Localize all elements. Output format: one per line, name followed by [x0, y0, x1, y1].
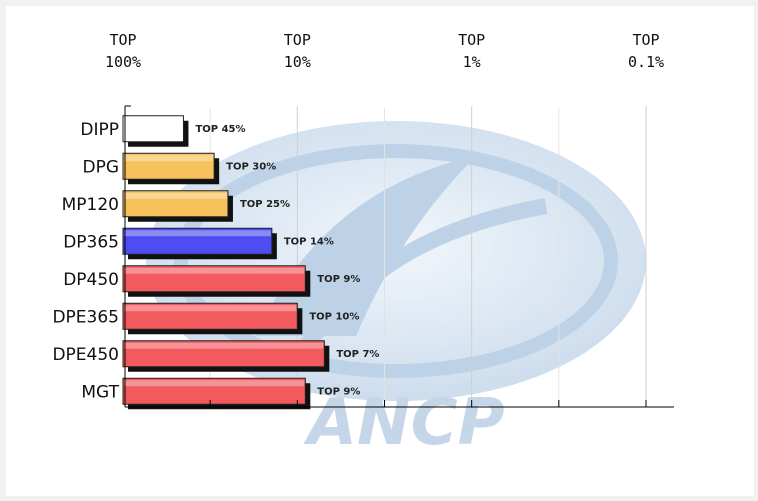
category-label: DPG [82, 157, 119, 177]
bar [122, 190, 229, 218]
data-label: TOP 9% [317, 386, 360, 397]
bar-highlight [124, 192, 227, 199]
bar-highlight [124, 305, 297, 312]
category-label: DPE450 [52, 345, 119, 365]
x-tick-label-top: TOP [632, 31, 659, 49]
bar-row: DPE450 TOP 7% [52, 340, 379, 372]
category-label: MGT [81, 382, 119, 402]
bar-highlight [124, 155, 214, 162]
data-label: TOP 30% [226, 161, 276, 172]
bar-highlight [124, 117, 183, 124]
bar-highlight [124, 267, 305, 274]
x-tick-label-value: 10% [284, 53, 311, 71]
data-label: TOP 7% [336, 349, 379, 360]
data-label: TOP 10% [309, 311, 359, 322]
bar [122, 227, 273, 255]
category-label: DIPP [80, 120, 119, 140]
bar-row: DPE365 TOP 10% [52, 302, 359, 335]
category-label: MP120 [62, 195, 119, 215]
chart-frame: ANCP TOP 100% TOP 10% TOP 1% TOP 0.1% DIPP TOP 4… [6, 6, 754, 496]
bar-row: DP365 TOP 14% [63, 227, 334, 260]
x-tick-label-value: 100% [105, 53, 141, 71]
bar-highlight [124, 342, 324, 349]
x-tick-label-value: 1% [463, 53, 481, 71]
watermark-text: ANCP [303, 386, 505, 460]
bar-row: DPG TOP 30% [82, 152, 276, 185]
category-label: DP365 [63, 232, 119, 252]
bar [122, 302, 298, 330]
category-label: DP450 [63, 270, 119, 290]
bar [122, 340, 325, 368]
bar [122, 265, 306, 293]
bar-highlight [124, 230, 271, 237]
bar-row: MP120 TOP 25% [62, 190, 290, 222]
x-tick-label-top: TOP [284, 31, 311, 49]
x-tick-label-value: 0.1% [628, 53, 664, 71]
bar-row: DP450 TOP 9% [63, 265, 360, 297]
bar-chart: ANCP TOP 100% TOP 10% TOP 1% TOP 0.1% DIPP TOP 4… [52, 31, 674, 460]
data-label: TOP 25% [240, 199, 290, 210]
data-label: TOP 14% [284, 236, 334, 247]
bars: DIPP TOP 45% DPG TOP 30% MP120 TOP 25% DP365 TO… [52, 115, 379, 410]
bar-highlight [124, 380, 305, 387]
bar-row: DIPP TOP 45% [80, 115, 246, 147]
bar [122, 115, 184, 143]
x-tick-label-top: TOP [458, 31, 485, 49]
bar [122, 377, 306, 405]
category-label: DPE365 [52, 307, 119, 327]
bar [122, 152, 215, 180]
data-label: TOP 45% [195, 124, 245, 135]
x-tick-label-top: TOP [109, 31, 136, 49]
bar-row: MGT TOP 9% [81, 377, 360, 410]
x-axis-tick-labels: TOP 100% TOP 10% TOP 1% TOP 0.1% [105, 31, 664, 71]
axes [124, 105, 674, 408]
data-label: TOP 9% [317, 274, 360, 285]
